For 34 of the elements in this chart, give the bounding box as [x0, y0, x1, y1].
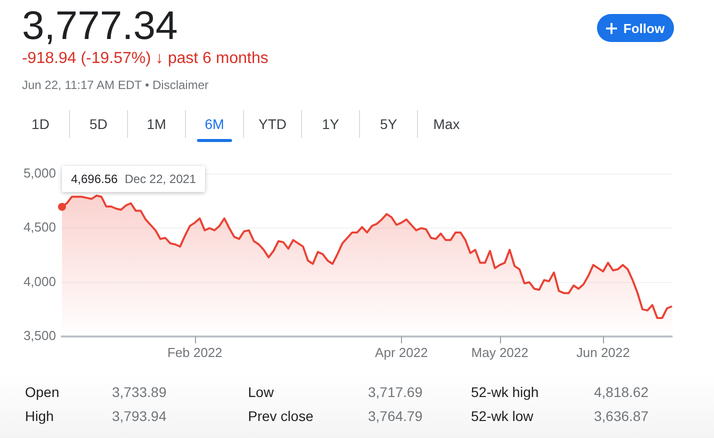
- text: High: [25, 408, 54, 424]
- text: Prev close: [248, 408, 314, 424]
- text: 3,733.89: [112, 384, 166, 400]
- text: 5Y: [359, 110, 417, 138]
- text: 52-wk high: [471, 384, 539, 400]
- annotation: Dec 22, 2021: [124, 172, 196, 186]
- x-tick-label: Feb 2022: [167, 344, 222, 360]
- y-tick-label: 5,000: [23, 166, 56, 181]
- y-tick-label: 4,500: [23, 220, 56, 235]
- text: 3,636.87: [594, 408, 648, 424]
- text: 1Y: [301, 110, 359, 138]
- text: YTD: [243, 110, 301, 138]
- text: 1D: [30, 115, 50, 134]
- x-tick-label: May 2022: [471, 344, 528, 360]
- text: 4,818.62: [594, 384, 648, 400]
- text: Max: [417, 110, 475, 138]
- text: Follow: [623, 20, 665, 36]
- text: 1M: [127, 110, 185, 138]
- text: 3,793.94: [112, 408, 166, 424]
- x-tick-label: Apr 2022: [375, 344, 428, 360]
- text: 52-wk low: [471, 408, 534, 424]
- text: Jun 22, 11:17 AM EDT • Disclaimer: [22, 78, 208, 92]
- chart-title: 3,777.34: [22, 4, 178, 49]
- text: Low: [248, 384, 274, 400]
- text: Open: [25, 384, 60, 400]
- text: 3,717.69: [368, 384, 422, 400]
- x-tick-label: Jun 2022: [576, 344, 630, 360]
- annotation: 4,696.56: [71, 172, 118, 186]
- chart-subtitle: -918.94 (-19.57%) ↓ past 6 months: [22, 50, 268, 68]
- text: 3,764.79: [368, 408, 422, 424]
- y-tick-label: 3,500: [23, 328, 56, 343]
- text: 5D: [69, 110, 127, 138]
- y-tick-label: 4,000: [23, 274, 56, 289]
- text: 6M: [185, 110, 243, 138]
